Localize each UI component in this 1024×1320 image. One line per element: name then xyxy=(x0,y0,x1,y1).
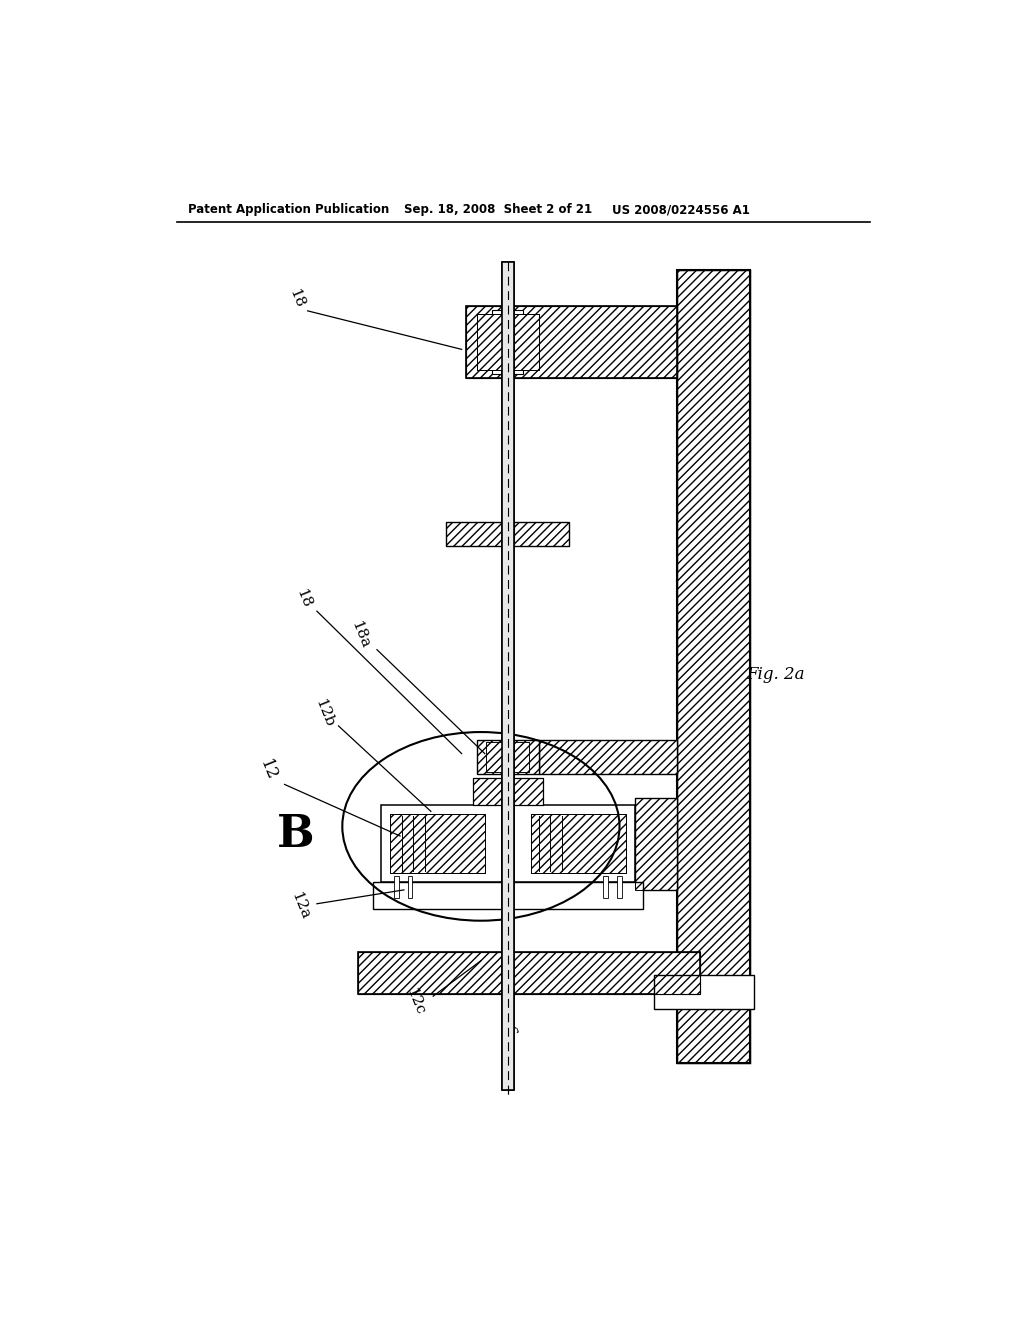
Bar xyxy=(531,814,626,873)
Bar xyxy=(502,263,514,1090)
Text: 18a: 18a xyxy=(348,619,372,649)
Bar xyxy=(654,974,755,1010)
Bar xyxy=(531,814,626,873)
Bar xyxy=(635,797,677,890)
Bar xyxy=(603,876,608,898)
Text: 12a: 12a xyxy=(288,890,311,921)
Bar xyxy=(466,306,677,378)
Bar xyxy=(394,876,398,898)
Bar xyxy=(617,876,622,898)
Text: B: B xyxy=(278,813,315,855)
Bar xyxy=(486,742,502,772)
Bar xyxy=(477,314,502,370)
Bar xyxy=(514,742,529,772)
Bar xyxy=(381,805,502,882)
Text: Fig. 2a: Fig. 2a xyxy=(746,665,805,682)
Bar xyxy=(486,742,502,772)
Bar xyxy=(514,742,529,772)
Bar xyxy=(514,314,539,370)
Bar xyxy=(477,739,539,775)
Bar xyxy=(373,882,643,909)
Bar xyxy=(357,952,700,994)
Bar xyxy=(635,797,677,890)
Text: 18: 18 xyxy=(294,587,314,610)
Bar xyxy=(677,271,751,1063)
Bar xyxy=(446,521,569,545)
Bar xyxy=(473,779,543,805)
Bar xyxy=(502,521,514,545)
Bar xyxy=(514,805,635,882)
Text: Sep. 18, 2008  Sheet 2 of 21: Sep. 18, 2008 Sheet 2 of 21 xyxy=(403,203,592,216)
Bar xyxy=(390,814,484,873)
Bar xyxy=(539,739,677,775)
Text: 18: 18 xyxy=(286,286,306,310)
Bar xyxy=(493,310,523,374)
Bar xyxy=(539,739,677,775)
Bar xyxy=(357,952,700,994)
Text: 12: 12 xyxy=(256,758,280,784)
Bar xyxy=(477,739,539,775)
Bar xyxy=(390,814,484,873)
Bar xyxy=(677,271,751,1063)
Text: Patent Application Publication: Patent Application Publication xyxy=(188,203,389,216)
Bar xyxy=(473,779,543,805)
Text: US 2008/0224556 A1: US 2008/0224556 A1 xyxy=(611,203,750,216)
Text: 12b: 12b xyxy=(312,697,337,729)
Bar xyxy=(446,521,569,545)
Bar xyxy=(466,306,677,378)
Bar xyxy=(514,314,539,370)
Bar xyxy=(408,876,413,898)
Text: 12c: 12c xyxy=(403,986,427,1018)
Text: 16: 16 xyxy=(498,1016,518,1040)
Bar xyxy=(477,314,502,370)
Bar xyxy=(502,263,514,1090)
